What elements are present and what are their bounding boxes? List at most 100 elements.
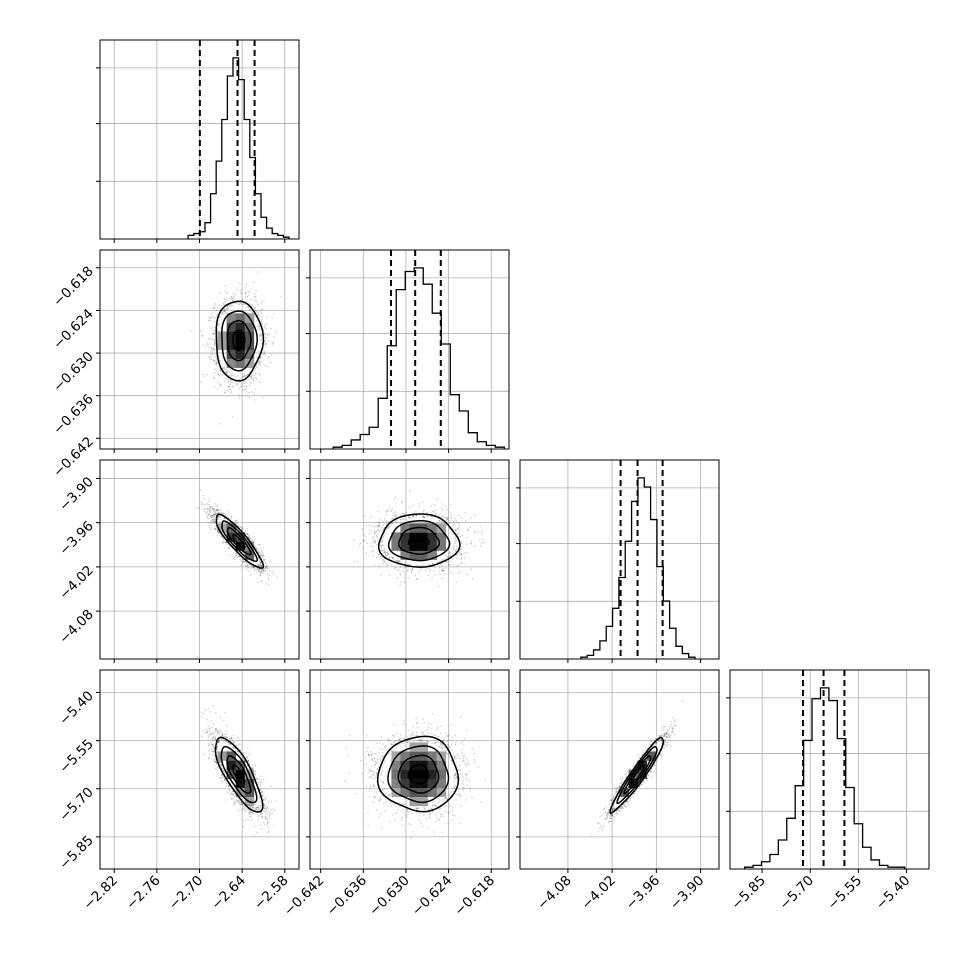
sample-point [441,746,443,749]
sample-point [394,495,397,498]
sample-point [390,564,393,567]
sample-point [610,798,612,801]
sample-point [212,705,215,707]
sample-point [208,506,211,508]
sample-point [368,790,370,792]
sample-point [217,373,219,376]
sample-point [380,529,383,532]
sample-point [663,747,665,749]
sample-point [447,516,449,519]
sample-point [394,560,397,562]
sample-point [222,735,224,738]
sample-point [608,802,611,805]
sample-point [252,566,255,569]
sample-point [453,768,456,771]
contour-line [226,320,252,362]
y-tick-label: −0.636 [50,391,97,438]
sample-point [666,732,668,735]
sample-point [662,729,665,732]
sample-point [212,750,215,753]
sample-point [453,780,455,783]
sample-point [214,368,217,371]
sample-point [663,734,666,737]
sample-point [260,322,263,325]
sample-point [423,516,425,518]
sample-point [221,734,224,736]
sample-point [665,732,668,735]
sample-point [416,722,418,724]
sample-point [267,578,270,581]
sample-point [212,518,215,521]
sample-point [220,764,223,767]
sample-point [220,535,223,537]
sample-point [640,783,642,786]
sample-point [372,801,374,803]
sample-point [470,543,473,545]
sample-point [210,519,213,521]
sample-point [440,725,442,728]
sample-point [245,296,247,299]
sample-point [382,754,385,757]
sample-point [224,308,226,311]
sample-point [667,734,670,736]
sample-point [443,558,445,561]
sample-point [252,377,255,379]
sample-point [613,819,615,821]
sample-point [613,797,615,799]
sample-point [213,510,215,512]
sample-point [257,806,260,809]
sample-point [423,509,425,512]
sample-point [400,569,403,572]
sample-point [243,385,245,387]
sample-point [227,741,229,744]
sample-point [620,807,622,809]
sample-point [455,798,457,801]
sample-point [225,368,227,371]
sample-point [223,733,226,735]
sample-point [259,356,262,359]
sample-point [234,293,237,296]
sample-point [389,802,392,804]
sample-point [405,511,407,513]
sample-point [469,517,472,519]
sample-point [386,564,389,567]
sample-point [454,535,456,538]
sample-point [353,539,355,542]
sample-point [378,800,381,802]
sample-point [227,547,230,550]
sample-point [397,561,399,563]
sample-point [388,506,391,509]
sample-point [416,739,419,742]
sample-point [458,534,460,536]
sample-point [411,733,413,736]
sample-point [221,311,224,314]
sample-point [617,786,620,789]
sample-point [615,788,618,791]
sample-point [384,560,386,563]
sample-point [463,760,465,762]
sample-point [219,765,222,767]
histogram-line [580,477,696,659]
sample-point [388,520,390,523]
sample-point [261,342,263,345]
sample-point [210,326,212,329]
sample-point [610,802,613,804]
density-cell [391,541,401,551]
sample-point [383,787,385,790]
sample-point [255,289,258,292]
sample-point [397,559,400,562]
sample-point [225,785,228,788]
sample-point [253,308,256,310]
sample-point [415,514,417,517]
sample-point [638,756,640,759]
sample-point [216,512,219,514]
sample-point [455,581,458,584]
x-tick-label: −0.624 [409,873,456,920]
sample-point [654,742,657,744]
sample-point [209,528,212,530]
sample-point [393,512,396,514]
y-tick-label: −4.02 [56,562,97,603]
sample-point [233,297,235,300]
sample-point [412,514,415,517]
sample-point [264,364,267,367]
